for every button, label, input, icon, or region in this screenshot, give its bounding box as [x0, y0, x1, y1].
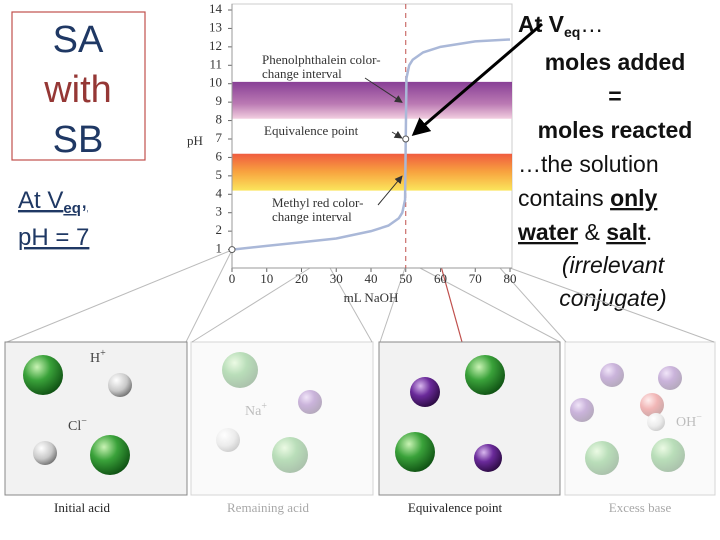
ion-label: OH−	[676, 412, 702, 430]
y-tick-label: 12	[209, 38, 222, 53]
equivalence-label: Equivalence point	[264, 123, 359, 138]
y-tick-label: 1	[216, 241, 223, 256]
right-line: moles added	[545, 49, 686, 75]
y-tick-label: 7	[216, 130, 223, 145]
y-tick-label: 2	[216, 222, 223, 237]
y-tick-label: 11	[209, 56, 222, 71]
right-line: moles reacted	[538, 117, 693, 143]
indicator-band	[232, 153, 512, 191]
funnel-lines	[6, 249, 715, 343]
panel: H+ Cl−	[4, 341, 188, 496]
x-tick-label: 40	[365, 271, 378, 286]
pointer-arrow	[411, 22, 543, 136]
band-arrow	[377, 175, 403, 206]
panel: OH−	[564, 341, 716, 496]
band-label: Methyl red color-	[272, 195, 363, 210]
x-tick-label: 70	[469, 271, 482, 286]
band-arrow	[364, 77, 403, 103]
panel-label: Excess base	[609, 500, 672, 515]
note-line: pH = 7	[18, 224, 89, 251]
start-point	[228, 246, 236, 254]
x-axis-label: mL NaOH	[344, 290, 399, 305]
x-tick-label: 60	[434, 271, 447, 286]
panel-label: Initial acid	[54, 500, 110, 515]
right-line: water & salt.	[517, 219, 652, 245]
right-line: =	[608, 83, 621, 109]
equivalence-label-box	[258, 122, 390, 140]
right-line: contains only	[518, 185, 658, 211]
right-line: …the solution	[518, 151, 659, 177]
panel-label: Remaining acid	[227, 500, 309, 515]
ion-label: Cl−	[68, 416, 87, 434]
panel-label: Equivalence point	[408, 500, 503, 515]
box-line: with	[43, 69, 112, 111]
band-label: Phenolphthalein color-	[262, 52, 381, 67]
y-tick-label: 14	[209, 1, 223, 16]
y-tick-label: 10	[209, 75, 222, 90]
y-tick-label: 13	[209, 19, 222, 34]
y-axis-label: pH	[187, 133, 203, 148]
ion-label: Na+	[245, 401, 267, 419]
right-head: At Veq…	[518, 11, 603, 40]
panel: Na+	[190, 341, 374, 496]
band-label: change interval	[272, 209, 352, 224]
y-tick-label: 3	[216, 204, 223, 219]
band-label: change interval	[262, 66, 342, 81]
ion-label: H+	[90, 348, 106, 366]
chart: Phenolphthalein color-change intervalMet…	[187, 1, 516, 305]
y-tick-label: 6	[216, 148, 223, 163]
right-line: conjugate)	[559, 285, 666, 311]
x-tick-label: 30	[330, 271, 343, 286]
right-line: (irrelevant	[562, 252, 666, 278]
y-tick-label: 8	[216, 112, 223, 127]
title-box	[11, 11, 146, 161]
note-line: At Veq,	[18, 187, 88, 217]
x-tick-label: 50	[399, 271, 412, 286]
x-tick-label: 0	[229, 271, 236, 286]
box-line: SA	[53, 19, 104, 61]
y-tick-label: 9	[216, 93, 223, 108]
x-tick-label: 80	[504, 271, 517, 286]
panel	[378, 341, 561, 496]
curve	[231, 38, 511, 251]
equivalence-point	[402, 135, 410, 143]
x-tick-label: 20	[295, 271, 308, 286]
equivalence-arrow	[391, 130, 403, 139]
x-tick-label: 10	[260, 271, 273, 286]
box-line: SB	[53, 119, 104, 161]
y-tick-label: 4	[216, 185, 223, 200]
y-tick-label: 5	[216, 167, 223, 182]
